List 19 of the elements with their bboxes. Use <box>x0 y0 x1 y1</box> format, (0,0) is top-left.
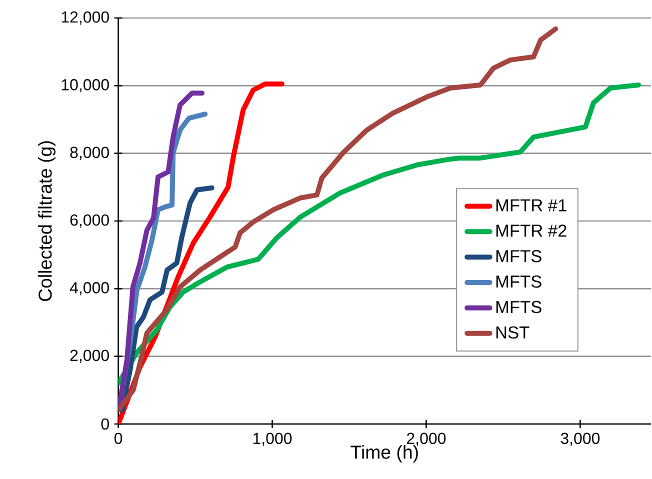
x-axis-title: Time (h) <box>350 445 418 462</box>
legend-label: MFTS <box>496 250 542 262</box>
legend-label: MFTS <box>496 275 542 288</box>
y-tick-label: 10,000 <box>62 79 109 92</box>
y-tick-label: 2,000 <box>70 350 109 363</box>
x-tick-label: 0 <box>114 432 122 444</box>
legend-label: MFTR #1 <box>496 199 566 212</box>
y-tick-label: 4,000 <box>70 282 109 296</box>
y-tick-label: 0 <box>101 418 109 430</box>
y-axis-title: Collected filtrate (g) <box>38 141 56 301</box>
legend-label: NST <box>496 326 530 339</box>
y-tick-label: 8,000 <box>70 146 109 160</box>
y-tick-label: 6,000 <box>70 214 109 228</box>
x-tick-label: 2,000 <box>406 432 446 446</box>
x-tick-label: 3,000 <box>560 432 600 446</box>
y-tick-label: 12,000 <box>62 11 109 25</box>
x-tick-label: 1,000 <box>253 432 292 446</box>
legend-label: MFTR #2 <box>496 224 566 237</box>
legend-label: MFTS <box>496 300 542 314</box>
